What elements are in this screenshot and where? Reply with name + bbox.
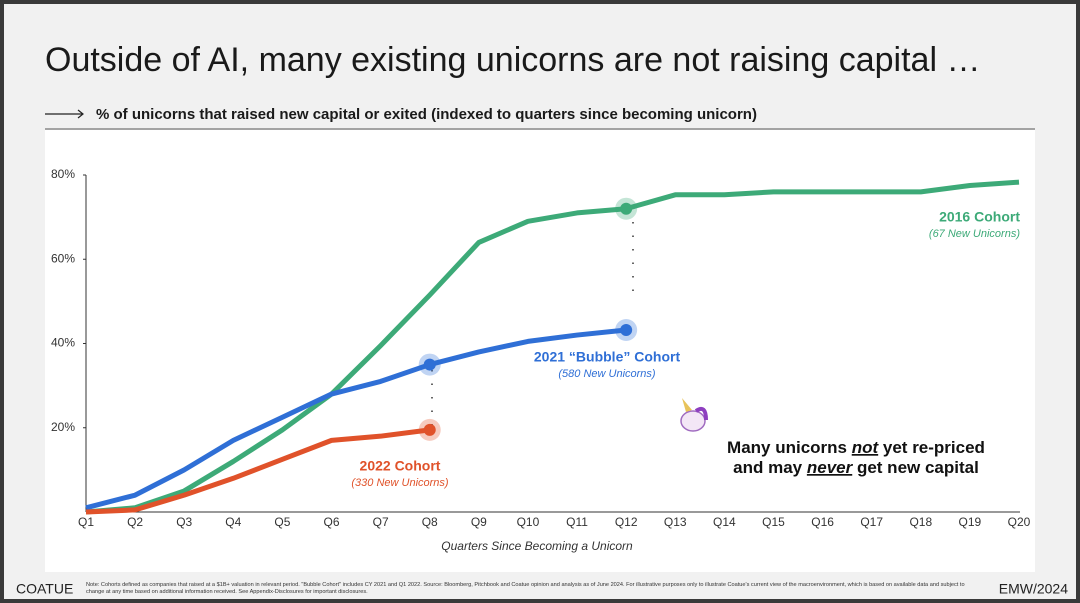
- subtitle: % of unicorns that raised new capital or…: [96, 106, 757, 123]
- x-tick-label: Q6: [324, 515, 340, 529]
- series-label: 2016 Cohort: [939, 209, 1020, 225]
- highlight-point: [423, 423, 436, 436]
- x-tick-label: Q16: [811, 515, 834, 529]
- unicorn-icon: [680, 398, 708, 432]
- highlight-point: [423, 358, 436, 371]
- x-tick-label: Q15: [762, 515, 785, 529]
- highlight-point: [620, 202, 633, 215]
- x-tick-label: Q7: [373, 515, 389, 529]
- x-tick-label: Q2: [127, 515, 143, 529]
- x-tick-label: Q18: [909, 515, 932, 529]
- brand: COATUE: [16, 581, 73, 597]
- x-tick-label: Q4: [225, 515, 241, 529]
- series-line: [85, 427, 431, 515]
- series-note: (67 New Unicorns): [929, 228, 1020, 240]
- event: EMW/2024: [999, 581, 1068, 597]
- x-tick-label: Q13: [664, 515, 687, 529]
- chart-bg: [45, 130, 1035, 572]
- x-tick-label: Q1: [78, 515, 94, 529]
- callout-text: Many unicorns: [727, 438, 852, 457]
- callout-text: and may: [733, 458, 807, 477]
- x-tick-label: Q8: [422, 515, 438, 529]
- x-tick-label: Q9: [471, 515, 487, 529]
- x-tick-label: Q10: [517, 515, 540, 529]
- series-line: [85, 327, 627, 511]
- arrow-head: [77, 109, 84, 119]
- callout-line: and may never get new capital: [733, 458, 979, 477]
- highlight-point: [620, 324, 633, 337]
- x-tick-label: Q19: [959, 515, 982, 529]
- callout-text: yet re-priced: [878, 438, 985, 457]
- series-line: [85, 179, 1020, 515]
- x-tick-label: Q14: [713, 515, 736, 529]
- series-note: (330 New Unicorns): [351, 477, 449, 489]
- callout-text: get new capital: [852, 458, 979, 477]
- series-note: (580 New Unicorns): [558, 368, 656, 380]
- series-label: 2022 Cohort: [360, 458, 441, 474]
- x-tick-label: Q5: [274, 515, 290, 529]
- y-tick-label: 60%: [51, 251, 75, 265]
- callout-emphasis: never: [807, 458, 854, 477]
- x-axis-label: Quarters Since Becoming a Unicorn: [441, 539, 633, 553]
- x-tick-label: Q11: [566, 515, 588, 529]
- footnote-box: Note: Cohorts defined as companies that …: [86, 582, 965, 595]
- y-tick-label: 20%: [51, 420, 75, 434]
- x-tick-label: Q17: [860, 515, 883, 529]
- y-tick-label: 40%: [51, 336, 75, 350]
- footnote: Note: Cohorts defined as companies that …: [86, 582, 965, 595]
- callout-line: Many unicorns not yet re-priced: [727, 438, 985, 457]
- y-tick-label: 80%: [51, 167, 75, 181]
- x-tick-label: Q20: [1008, 515, 1031, 529]
- x-tick-label: Q12: [615, 515, 638, 529]
- x-tick-label: Q3: [176, 515, 192, 529]
- title: Outside of AI, many existing unicorns ar…: [45, 41, 980, 79]
- series-label: 2021 “Bubble” Cohort: [534, 349, 681, 365]
- callout-emphasis: not: [852, 438, 880, 457]
